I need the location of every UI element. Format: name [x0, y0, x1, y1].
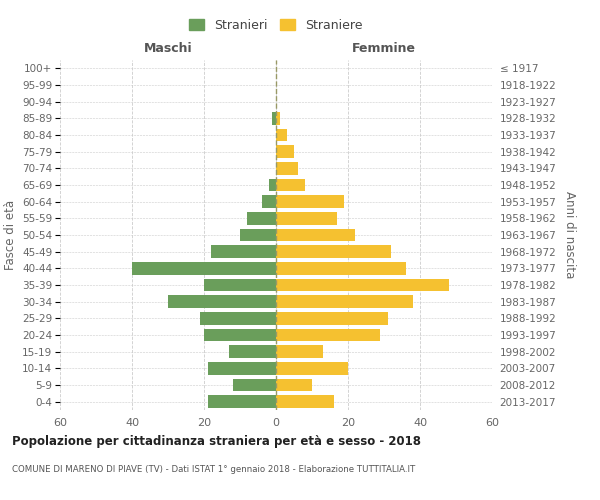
- Bar: [204, 279, 276, 291]
- Bar: [276, 312, 388, 324]
- Bar: [276, 329, 380, 341]
- Text: Popolazione per cittadinanza straniera per età e sesso - 2018: Popolazione per cittadinanza straniera p…: [12, 435, 421, 448]
- Bar: [276, 379, 312, 391]
- Bar: [276, 212, 337, 224]
- Bar: [276, 146, 294, 158]
- Text: Femmine: Femmine: [352, 42, 416, 55]
- Bar: [200, 312, 276, 324]
- Bar: [276, 362, 348, 374]
- Bar: [276, 262, 406, 274]
- Bar: [233, 379, 276, 391]
- Bar: [272, 112, 276, 124]
- Bar: [276, 346, 323, 358]
- Bar: [240, 229, 276, 241]
- Bar: [276, 196, 344, 208]
- Bar: [208, 362, 276, 374]
- Bar: [276, 162, 298, 174]
- Bar: [276, 179, 305, 192]
- Bar: [276, 296, 413, 308]
- Bar: [247, 212, 276, 224]
- Y-axis label: Anni di nascita: Anni di nascita: [563, 192, 576, 278]
- Bar: [204, 329, 276, 341]
- Text: COMUNE DI MARENO DI PIAVE (TV) - Dati ISTAT 1° gennaio 2018 - Elaborazione TUTTI: COMUNE DI MARENO DI PIAVE (TV) - Dati IS…: [12, 465, 415, 474]
- Bar: [276, 129, 287, 141]
- Y-axis label: Fasce di età: Fasce di età: [4, 200, 17, 270]
- Bar: [168, 296, 276, 308]
- Bar: [211, 246, 276, 258]
- Bar: [276, 229, 355, 241]
- Bar: [269, 179, 276, 192]
- Bar: [229, 346, 276, 358]
- Bar: [208, 396, 276, 408]
- Bar: [276, 246, 391, 258]
- Bar: [132, 262, 276, 274]
- Bar: [276, 279, 449, 291]
- Bar: [262, 196, 276, 208]
- Bar: [276, 396, 334, 408]
- Bar: [276, 112, 280, 124]
- Legend: Stranieri, Straniere: Stranieri, Straniere: [184, 14, 368, 37]
- Text: Maschi: Maschi: [143, 42, 193, 55]
